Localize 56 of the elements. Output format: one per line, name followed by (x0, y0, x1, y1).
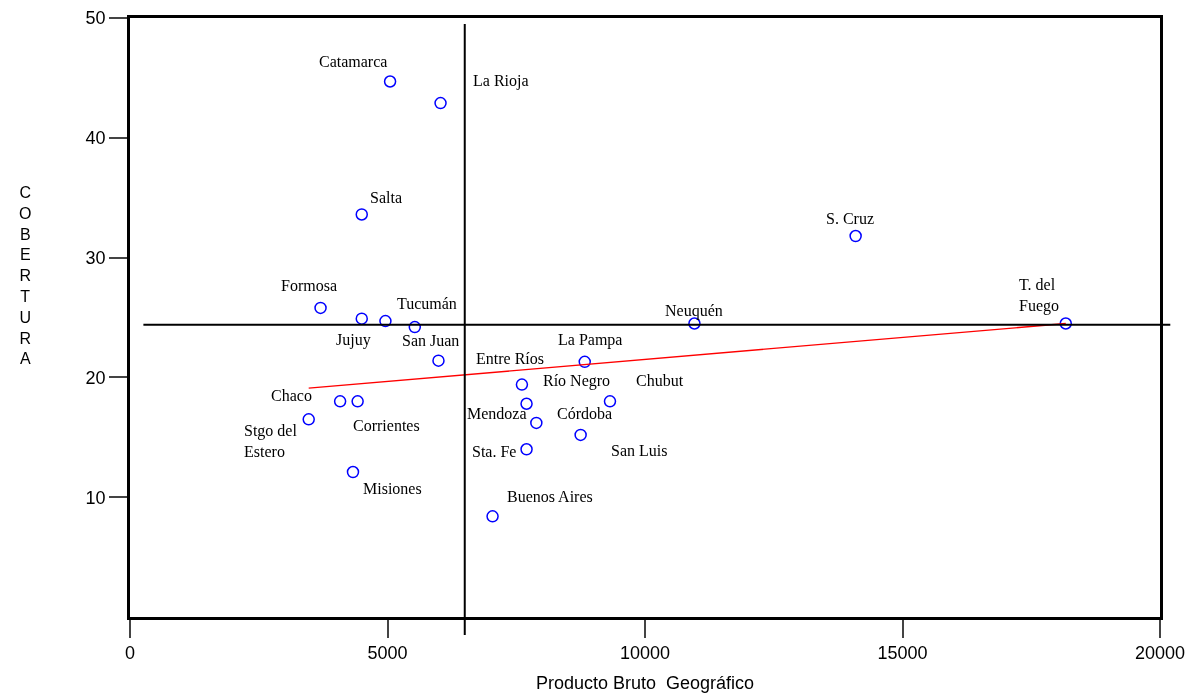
x-tick-label: 15000 (877, 643, 928, 664)
point (314, 301, 327, 315)
point (1059, 317, 1073, 330)
point (355, 208, 368, 221)
point (849, 229, 862, 243)
x-tick-label: 0 (124, 643, 136, 664)
x-tick-label: 10000 (619, 643, 671, 664)
annotation: Mendoza (467, 405, 527, 422)
point (434, 96, 447, 110)
point (383, 75, 397, 88)
annotation: La Pampa (558, 331, 623, 349)
annotation: Stgo del Estero (244, 422, 298, 460)
y-tick-label: 30 (85, 247, 106, 268)
text: COBERTURA (19, 184, 32, 368)
annotation: Córdoba (557, 405, 613, 422)
annotation: Chaco (271, 387, 312, 404)
point (578, 355, 591, 369)
y-tick-label: 50 (85, 8, 106, 29)
annotation: Buenos Aires (507, 488, 593, 505)
y-tick-label: 10 (85, 487, 106, 508)
annotation: Chubut (636, 372, 684, 389)
point (333, 395, 347, 408)
annotation: T. del Fuego (1019, 276, 1059, 315)
annotation: Entre Ríos (476, 350, 544, 367)
point (408, 320, 422, 334)
annotation: La Rioja (473, 72, 529, 90)
annotation: Tucumán (397, 295, 457, 312)
annotation: Río Negro (543, 372, 611, 390)
x-tick-label: 5000 (367, 643, 408, 664)
point (355, 312, 368, 325)
annotation: S. Cruz (826, 210, 874, 227)
y-tick-label: 40 (85, 128, 106, 149)
annotation: Formosa (281, 277, 337, 294)
point (432, 354, 445, 367)
annotation: San Juan (402, 332, 460, 349)
annotation: Sta. Fe (472, 443, 517, 460)
point (379, 314, 392, 328)
annotation: Catamarca (319, 53, 388, 70)
point (574, 428, 587, 442)
annotation: Misiones (363, 480, 422, 497)
annotation: Jujuy (336, 331, 371, 349)
point (530, 416, 543, 430)
y-tick-label: 20 (85, 367, 106, 388)
x-axis-title: Producto Bruto Geográfico (535, 673, 755, 693)
point (603, 395, 617, 408)
x-tick-label: 20000 (1134, 643, 1186, 664)
point (515, 378, 529, 391)
annotation: Salta (370, 189, 402, 206)
annotation: San Luis (611, 442, 668, 459)
point (302, 413, 315, 426)
point (486, 510, 499, 523)
point (520, 443, 533, 456)
annotation: Neuquén (665, 302, 723, 320)
annotation: Corrientes (353, 417, 420, 434)
point (346, 465, 360, 479)
point (351, 395, 364, 408)
